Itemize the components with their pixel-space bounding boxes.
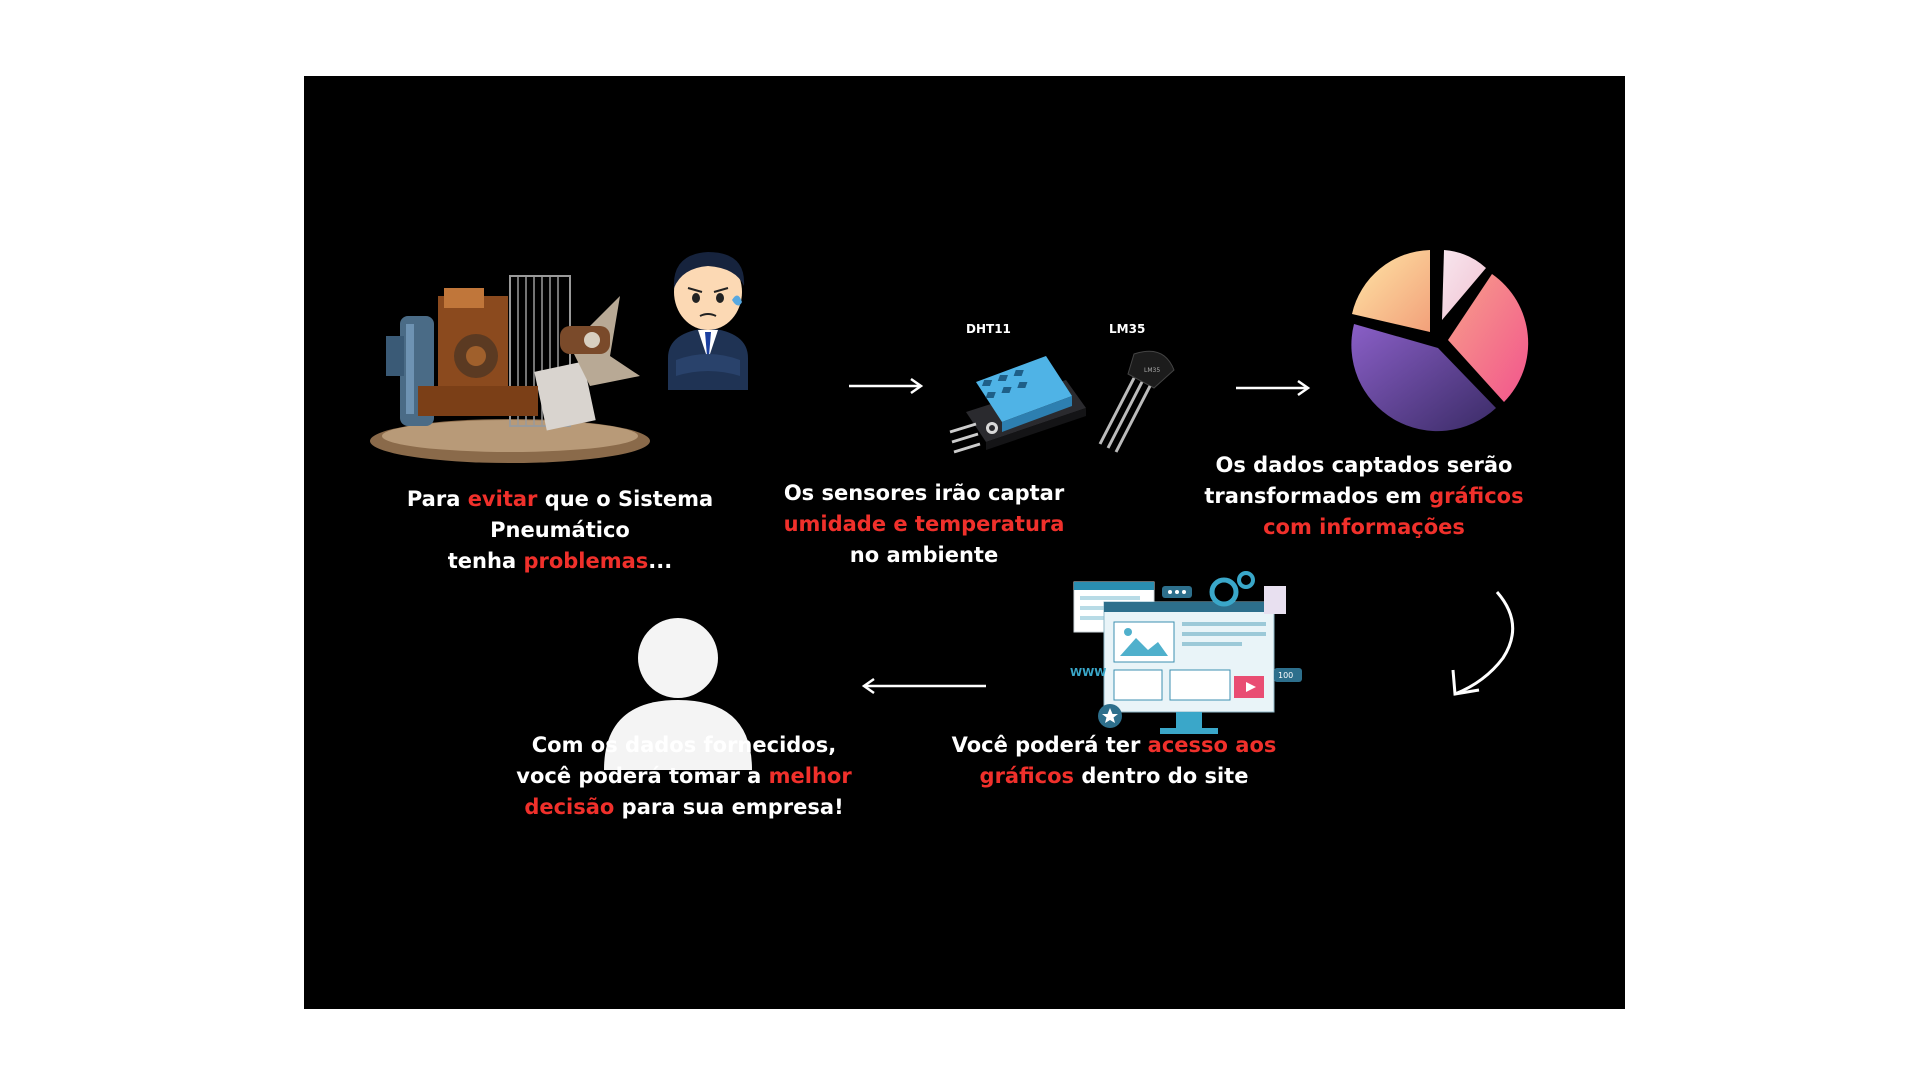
worried-man-icon — [668, 252, 748, 390]
dht11-label: DHT11 — [966, 322, 1011, 336]
caption-highlight: acesso aos — [1147, 733, 1277, 757]
caption-text: dentro do site — [1074, 764, 1249, 788]
www-label: WWW — [1070, 666, 1106, 679]
caption-highlight: problemas — [523, 549, 649, 573]
arrow-right-icon — [1236, 379, 1311, 397]
diagram-panel: Para evitar que o Sistema Pneumático ten… — [304, 76, 1625, 1009]
caption-text: Os sensores irão captar — [783, 481, 1065, 505]
caption-text: transformados em — [1204, 484, 1430, 508]
caption-text: Com os dados fornecidos, — [531, 733, 837, 757]
caption-highlight: gráficos — [979, 764, 1075, 788]
caption-highlight: com informações — [1263, 515, 1465, 539]
caption-text: ... — [648, 549, 673, 573]
caption-text: Você poderá ter — [951, 733, 1148, 757]
caption-text: Os dados captados serão — [1215, 453, 1513, 477]
charts-caption: Os dados captados serão transformados em… — [1004, 450, 1724, 543]
dht11-sensor-icon — [949, 356, 1086, 454]
caption-text: que o Sistema Pneumático — [490, 487, 714, 542]
caption-text: você poderá tomar a — [516, 764, 769, 788]
badge-label: 100 — [1278, 671, 1293, 680]
problem-caption: Para evitar que o Sistema Pneumático ten… — [340, 484, 780, 577]
caption-highlight: melhor — [768, 764, 852, 788]
lm35-label: LM35 — [1109, 322, 1146, 336]
caption-highlight: umidade e temperatura — [783, 512, 1065, 536]
pie-chart-icon — [1351, 250, 1529, 432]
caption-text: Para — [406, 487, 468, 511]
arrow-right-icon — [849, 377, 924, 395]
caption-text: no ambiente — [849, 543, 999, 567]
caption-highlight: decisão — [524, 795, 615, 819]
website-dashboard-icon: WWW 100 — [1070, 571, 1302, 734]
lm35-sensor-icon: LM35 — [1098, 350, 1175, 453]
svg-text:LM35: LM35 — [1144, 367, 1160, 374]
caption-highlight: gráficos — [1429, 484, 1524, 508]
arrow-left-icon — [861, 677, 986, 695]
caption-text: para sua empresa! — [614, 795, 844, 819]
arrow-curved-icon — [1451, 591, 1515, 696]
decision-caption: Com os dados fornecidos, você poderá tom… — [374, 730, 994, 823]
caption-highlight: evitar — [467, 487, 538, 511]
site-caption: Você poderá ter acesso aos gráficos dent… — [824, 730, 1404, 792]
caption-text: tenha — [447, 549, 524, 573]
compressor-image — [370, 275, 650, 463]
sensors-caption: Os sensores irão captar umidade e temper… — [704, 478, 1144, 571]
user-icon — [604, 618, 752, 770]
